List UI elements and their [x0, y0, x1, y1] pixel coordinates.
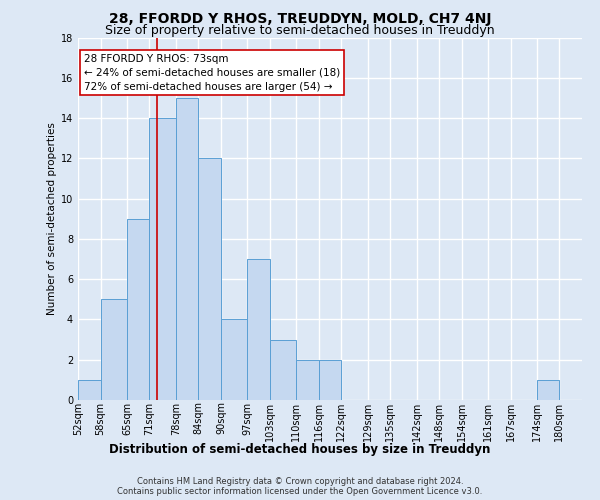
Bar — [537, 380, 559, 400]
Bar — [247, 259, 270, 400]
Bar — [296, 360, 319, 400]
Bar — [78, 380, 101, 400]
Bar — [270, 340, 296, 400]
Text: 28 FFORDD Y RHOS: 73sqm
← 24% of semi-detached houses are smaller (18)
72% of se: 28 FFORDD Y RHOS: 73sqm ← 24% of semi-de… — [83, 54, 340, 92]
Bar — [176, 98, 199, 400]
Text: Distribution of semi-detached houses by size in Treuddyn: Distribution of semi-detached houses by … — [109, 442, 491, 456]
Bar — [127, 219, 149, 400]
Bar — [149, 118, 176, 400]
Y-axis label: Number of semi-detached properties: Number of semi-detached properties — [47, 122, 56, 315]
Text: 28, FFORDD Y RHOS, TREUDDYN, MOLD, CH7 4NJ: 28, FFORDD Y RHOS, TREUDDYN, MOLD, CH7 4… — [109, 12, 491, 26]
Bar — [319, 360, 341, 400]
Text: Contains public sector information licensed under the Open Government Licence v3: Contains public sector information licen… — [118, 486, 482, 496]
Bar — [221, 320, 247, 400]
Text: Contains HM Land Registry data © Crown copyright and database right 2024.: Contains HM Land Registry data © Crown c… — [137, 478, 463, 486]
Bar — [199, 158, 221, 400]
Text: Size of property relative to semi-detached houses in Treuddyn: Size of property relative to semi-detach… — [105, 24, 495, 37]
Bar — [101, 300, 127, 400]
